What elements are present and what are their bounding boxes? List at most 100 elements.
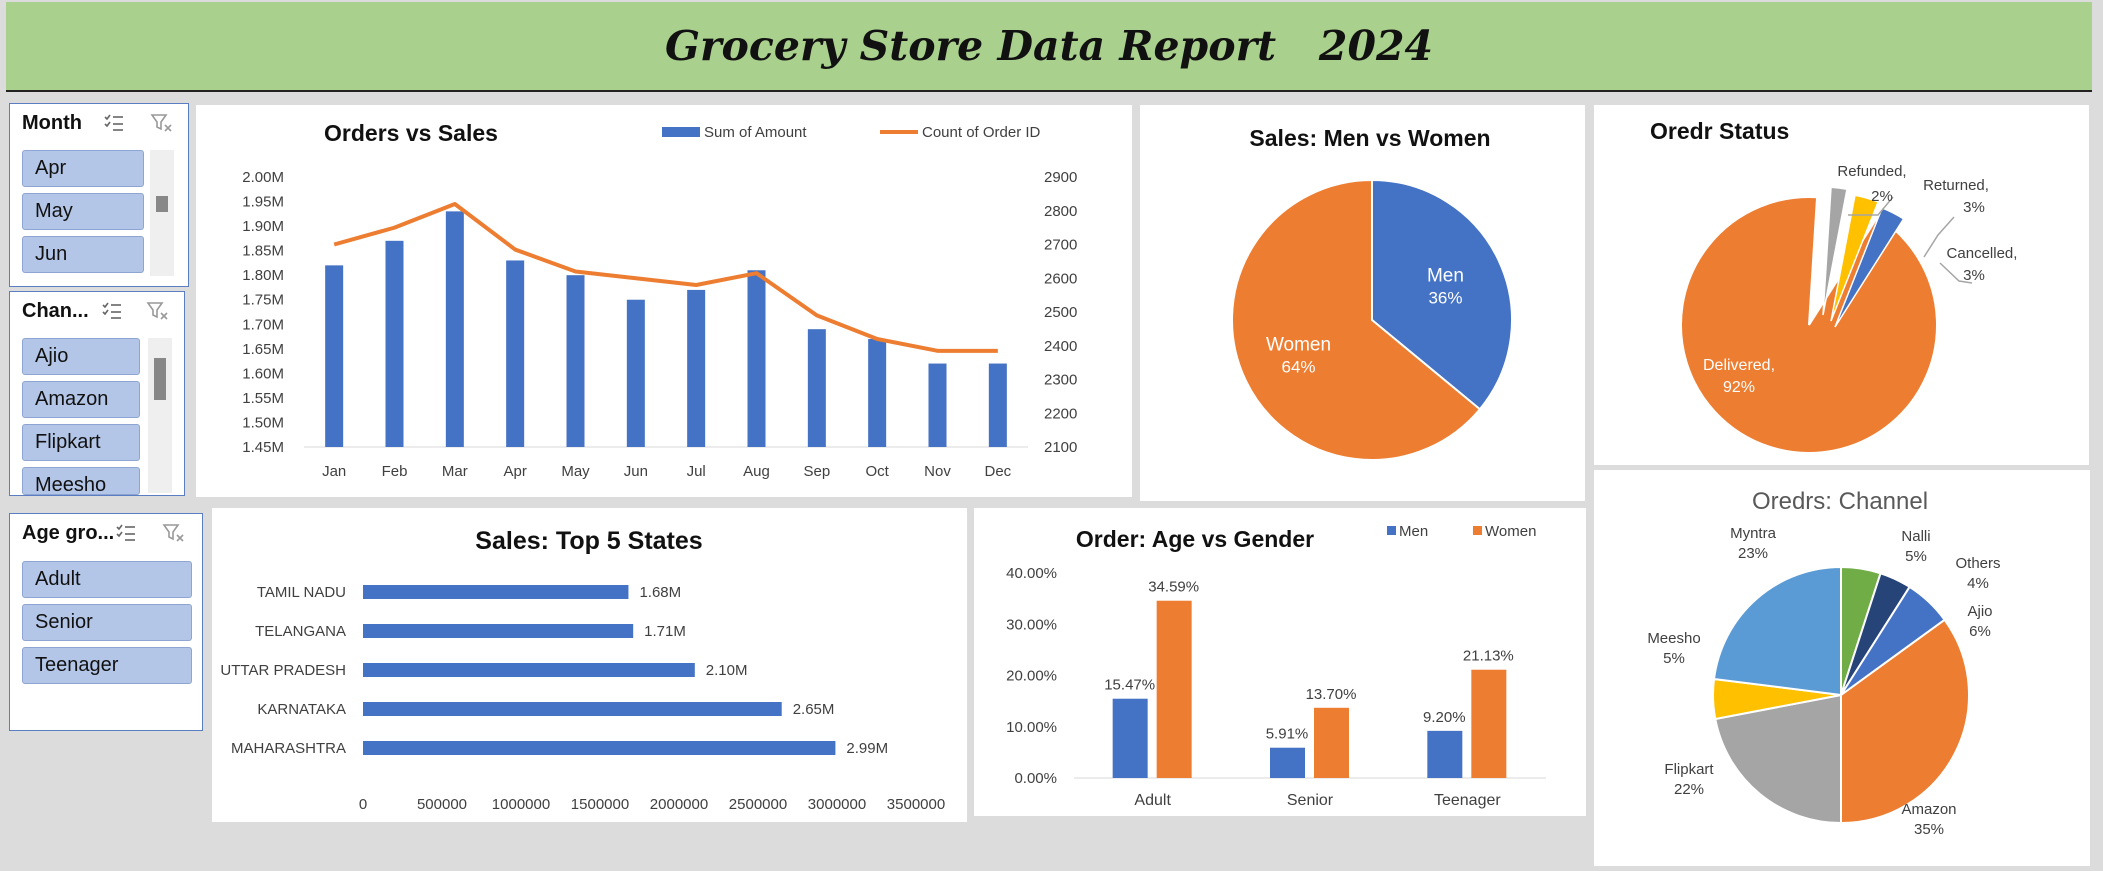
y-tick: 30.00% <box>1006 616 1057 633</box>
x-tick: Nov <box>924 463 951 480</box>
orders-channel-chart: Oredrs: Channel Amazon 35% Flipkart 22% Meesh… <box>1594 470 2090 866</box>
slicer-item-senior[interactable]: Senior <box>22 604 192 641</box>
legend-label: Men <box>1399 523 1428 540</box>
data-label: 15.47% <box>1104 677 1155 694</box>
clear-filter-icon[interactable] <box>146 300 170 322</box>
slice-value: 23% <box>1738 545 1768 562</box>
age-group-slicer[interactable]: Age gro... Adult Senior Teenager <box>9 513 203 731</box>
x-tick: Teenager <box>1434 792 1501 809</box>
y-tick-right: 2500 <box>1044 304 1077 321</box>
y-tick: KARNATAKA <box>257 701 346 718</box>
slicer-item-amazon[interactable]: Amazon <box>22 381 140 418</box>
sales-men-women-chart: Sales: Men vs Women Men 36% Women 64% <box>1140 105 1585 501</box>
slice-label: Ajio <box>1967 603 1992 620</box>
pie-slice <box>1231 178 1482 461</box>
pie-slice <box>1822 186 1848 316</box>
slicer-item-may[interactable]: May <box>22 193 144 230</box>
multi-select-icon[interactable] <box>102 112 126 134</box>
chart-title: Oredrs: Channel <box>1752 488 1928 515</box>
y-tick-right: 2200 <box>1044 405 1077 422</box>
y-tick-left: 1.45M <box>242 439 284 456</box>
report-title: Grocery Store Data Report 2024 <box>664 22 1434 70</box>
x-tick: Adult <box>1134 792 1171 809</box>
x-tick: Jan <box>322 463 346 480</box>
y-tick: 0.00% <box>1014 770 1057 787</box>
age-group-slicer-title: Age gro... <box>22 522 115 544</box>
x-tick: 500000 <box>417 796 467 813</box>
chart-title: Oredr Status <box>1650 118 1789 144</box>
order-status-chart: Oredr Status Delivered, 92% Refunded, 2% Retu… <box>1594 105 2089 465</box>
x-tick: Senior <box>1287 792 1334 809</box>
slice-value: 36% <box>1428 288 1462 307</box>
month-slicer[interactable]: Month Apr May Jun <box>9 103 189 287</box>
slicer-scrollbar[interactable] <box>148 338 172 493</box>
slicer-item-adult[interactable]: Adult <box>22 561 192 598</box>
chart-title: Sales: Men vs Women <box>1249 125 1490 151</box>
age-vs-gender-chart: Order: Age vs Gender Men Women 40.00% 30.00%… <box>974 508 1586 816</box>
bar <box>1156 600 1192 778</box>
slice-value: 5% <box>1663 650 1685 667</box>
leader-line <box>1848 196 1894 216</box>
y-tick: 20.00% <box>1006 668 1057 685</box>
scrollbar-thumb[interactable] <box>154 358 166 400</box>
scrollbar-thumb[interactable] <box>156 196 168 212</box>
x-tick: Aug <box>743 463 770 480</box>
clear-filter-icon[interactable] <box>162 522 186 544</box>
month-slicer-title: Month <box>22 112 82 134</box>
y-tick: TELANGANA <box>255 623 346 640</box>
slicer-item-teenager[interactable]: Teenager <box>22 647 192 684</box>
slicer-item-ajio[interactable]: Ajio <box>22 338 140 375</box>
y-tick-left: 1.50M <box>242 414 284 431</box>
bar <box>385 240 404 447</box>
bar <box>807 329 826 447</box>
clear-filter-icon[interactable] <box>150 112 174 134</box>
data-label: 1.68M <box>639 584 681 601</box>
data-label: 34.59% <box>1148 579 1199 596</box>
bar <box>506 260 525 447</box>
channel-slicer[interactable]: Chan... Ajio Amazon Flipkart Meesho <box>9 291 185 496</box>
x-tick: 0 <box>359 796 367 813</box>
slicer-item-jun[interactable]: Jun <box>22 236 144 273</box>
x-tick: 2500000 <box>729 796 787 813</box>
x-tick: Jul <box>687 463 706 480</box>
bar <box>363 585 629 599</box>
y-tick: MAHARASHTRA <box>231 740 346 757</box>
series-line <box>333 202 998 353</box>
slice-label: Myntra <box>1730 525 1777 542</box>
bar <box>363 663 695 677</box>
report-banner: Grocery Store Data Report 2024 <box>6 2 2092 92</box>
slicer-item-flipkart[interactable]: Flipkart <box>22 424 140 461</box>
y-tick-right: 2400 <box>1044 338 1077 355</box>
bar <box>566 275 585 447</box>
slicer-scrollbar[interactable] <box>150 150 174 276</box>
slice-value: 2% <box>1871 188 1893 205</box>
pie-slice <box>1840 618 1970 825</box>
channel-slicer-title: Chan... <box>22 300 89 322</box>
bar <box>747 270 766 447</box>
y-tick-left: 1.65M <box>242 341 284 358</box>
slicer-item-meesho[interactable]: Meesho <box>22 467 140 495</box>
leader-line <box>1939 262 1973 284</box>
slice-label: Nalli <box>1901 528 1930 545</box>
chart-title: Sales: Top 5 States <box>475 527 702 555</box>
slicer-item-apr[interactable]: Apr <box>22 150 144 187</box>
bar <box>687 289 706 447</box>
top-states-chart: Sales: Top 5 States TAMIL NADU 1.68M TELANG… <box>212 508 967 822</box>
data-label: 9.20% <box>1423 709 1466 726</box>
y-tick-left: 1.95M <box>242 194 284 211</box>
slice-value: 4% <box>1967 575 1989 592</box>
slice-value: 35% <box>1914 821 1944 838</box>
x-tick: 3500000 <box>887 796 945 813</box>
x-tick: 1500000 <box>571 796 629 813</box>
multi-select-icon[interactable] <box>100 300 124 322</box>
y-tick-left: 2.00M <box>242 169 284 186</box>
slice-label: Women <box>1266 335 1331 356</box>
y-tick-left: 1.75M <box>242 292 284 309</box>
y-tick-left: 1.55M <box>242 390 284 407</box>
y-tick-right: 2100 <box>1044 439 1077 456</box>
x-tick: May <box>561 463 590 480</box>
multi-select-icon[interactable] <box>114 522 138 544</box>
data-label: 2.65M <box>793 701 835 718</box>
bar <box>928 363 947 447</box>
